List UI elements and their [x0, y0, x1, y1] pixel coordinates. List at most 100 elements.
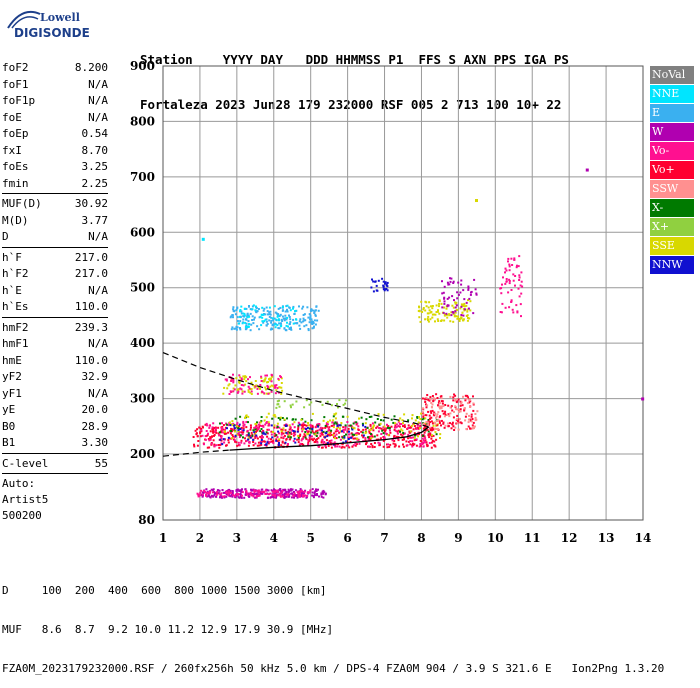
param-row: M(D) 3.77 [2, 213, 108, 230]
echo-point-x [315, 435, 318, 437]
echo-point-vo [235, 493, 238, 496]
echo-point-e [282, 317, 285, 320]
echo-point-e [235, 328, 238, 331]
echo-point-vo [303, 424, 306, 426]
echo-point-vo [253, 491, 256, 494]
param-name: D [2, 230, 9, 243]
echo-point-e [266, 310, 269, 313]
echo-point-w [225, 495, 228, 498]
echo-point-ssw [472, 402, 475, 405]
echo-point-vo [208, 492, 210, 495]
echo-point-vo [438, 400, 441, 403]
echo-point-vo [512, 273, 515, 276]
echo-point-w [315, 488, 317, 491]
echo-point-vo [346, 430, 349, 433]
echo-point-x [234, 417, 237, 420]
echo-point-sse [412, 423, 415, 426]
param-value: N/A [88, 94, 108, 107]
echo-point-vo [243, 442, 246, 445]
echo-point-e [300, 321, 303, 324]
echo-point-vo [298, 493, 301, 496]
legend-item-x: X- [650, 199, 694, 217]
echo-point-x [247, 432, 250, 435]
echo-point-nne [260, 313, 263, 316]
echo-point-sse [339, 427, 341, 430]
echo-point-vo [367, 438, 370, 441]
echo-point-vo [451, 423, 454, 426]
echo-point-ssw [462, 395, 464, 398]
echo-point-sse [394, 422, 397, 425]
legend-item-sse: SSE [650, 237, 694, 255]
echo-point-e [285, 305, 288, 308]
param-value: 55 [94, 456, 108, 470]
echo-point-sse [332, 419, 335, 422]
echo-point-vo [382, 445, 385, 448]
echo-point-e [278, 327, 281, 330]
echo-point-vo [412, 442, 414, 445]
echo-point-vo [258, 494, 261, 497]
echo-point-nne [292, 307, 294, 310]
echo-point-sse [353, 427, 356, 430]
echo-point-x [276, 400, 279, 403]
echo-point-x [290, 406, 292, 409]
echo-point-vo [447, 413, 450, 416]
echo-point-sse [238, 381, 241, 383]
echo-point-e [235, 309, 238, 311]
echo-point-nnw [362, 434, 365, 437]
echo-point-vo [422, 445, 425, 448]
echo-point-vo [321, 433, 324, 436]
echo-point-e [303, 313, 306, 316]
echo-point-nnw [285, 431, 288, 434]
echo-point-vo [219, 493, 222, 496]
echo-point-vo [277, 494, 280, 497]
param-name: fmin [2, 176, 29, 190]
echo-point-vo [454, 394, 457, 397]
echo-point-vo [300, 490, 303, 493]
echo-point-x [338, 399, 341, 402]
echo-point-nnw [229, 424, 232, 427]
echo-point-vo [335, 428, 338, 431]
echo-point-vo [276, 436, 279, 439]
echo-point-w [296, 496, 299, 499]
param-row: h`E N/A [2, 283, 108, 300]
echo-point-ssw [471, 427, 474, 430]
echo-point-nne [252, 304, 255, 307]
echo-point-vo [307, 491, 310, 494]
echo-point-nne [246, 316, 249, 319]
echo-point-sse [370, 437, 373, 440]
echo-point-w [467, 288, 470, 291]
echo-point-e [256, 310, 259, 313]
echo-point-vo [288, 428, 291, 431]
echo-point-vo [254, 442, 257, 445]
echo-point-vo [421, 437, 424, 440]
echo-point-sse [400, 428, 403, 431]
echo-point-vo [274, 490, 277, 493]
echo-point-e [230, 328, 233, 331]
echo-point-vo [457, 418, 460, 421]
echo-point-sse [264, 377, 267, 380]
echo-point-vo [379, 437, 382, 440]
echo-point-sse [462, 319, 465, 322]
echo-point-sse [451, 304, 454, 307]
echo-point-vo [464, 394, 467, 397]
echo-point-vo [328, 440, 331, 443]
echo-point-vo [335, 437, 338, 440]
echo-point-nne [237, 322, 240, 325]
echo-point-vo [308, 491, 311, 494]
echo-point-sse [355, 434, 358, 436]
echo-point-vo [431, 429, 433, 432]
echo-point-x [416, 416, 419, 418]
echo-point-vo [442, 422, 445, 425]
echo-point-sse [227, 384, 230, 387]
echo-point-ssw [465, 397, 468, 400]
echo-point-e [245, 307, 248, 310]
echo-point-w [254, 493, 257, 496]
echo-point-vo [221, 427, 223, 430]
echo-point-nnw [326, 435, 329, 438]
echo-point-vo [392, 442, 395, 445]
echo-point-sse [461, 311, 464, 314]
echo-point-x [370, 415, 373, 418]
echo-point-sse [222, 392, 225, 395]
echo-point-vo [472, 421, 475, 424]
echo-point-vo [520, 292, 523, 295]
